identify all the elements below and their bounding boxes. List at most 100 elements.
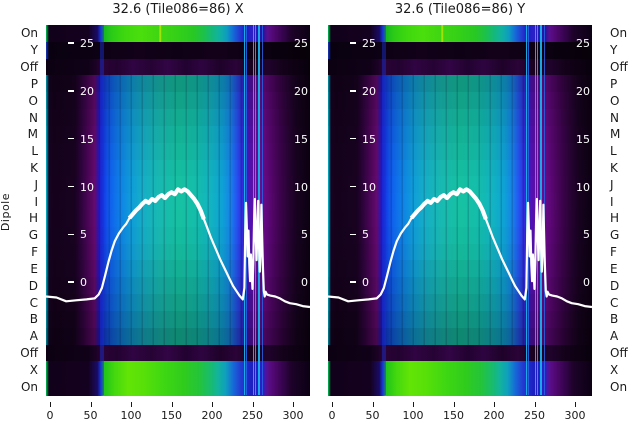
dipole-label: M	[27, 127, 38, 142]
dipole-label: A	[610, 329, 619, 344]
inner-tick-value: 15	[80, 132, 94, 146]
coarse-channel-banding	[98, 193, 244, 211]
x-axis: 0 50 100 150 200 250 300	[328, 395, 592, 425]
heatmap-panel-y: 25 25 20 20 15 15 10 10 5 5 0 0 0 50 100 150 200 250 300	[328, 25, 592, 422]
x-tick-label: 50	[365, 409, 380, 422]
coarse-channel-banding	[380, 75, 526, 93]
dipole-axis-left: On Y Off P O N M L K J I H G F E D C B A Off X On	[0, 25, 40, 395]
dipole-label: P	[610, 76, 618, 91]
x-tick-label: 300	[564, 409, 586, 422]
coarse-channel-banding	[380, 243, 526, 262]
x-tick-mark	[171, 402, 173, 407]
x-tick-mark	[413, 402, 415, 407]
inner-tick-label-right: 20	[576, 84, 590, 98]
dipole-label: K	[610, 161, 618, 175]
tick-mark	[350, 233, 356, 236]
rfi-stripe	[252, 25, 255, 395]
inner-tick-value: 25	[362, 37, 376, 51]
inner-tick-value: 20	[362, 84, 376, 98]
coarse-channel-banding	[98, 159, 244, 177]
inner-tick-value: 20	[80, 84, 94, 98]
x-tick-label: 150	[443, 409, 464, 422]
inner-tick-value: 15	[362, 132, 376, 146]
coarse-channel-banding	[380, 193, 526, 211]
tick-mark	[68, 42, 74, 44]
dipole-label: K	[30, 161, 38, 175]
x-tick-mark	[372, 402, 374, 407]
dipole-label: F	[610, 245, 617, 259]
coarse-channel-banding	[98, 310, 244, 329]
inner-tick-label-left: 5	[350, 228, 369, 242]
dipole-label: H	[28, 211, 38, 226]
dipole-label: I	[610, 194, 614, 209]
inner-tick-value: 10	[362, 180, 376, 194]
x-tick-label: 300	[282, 409, 304, 422]
dipole-label: L	[31, 144, 38, 159]
dipole-label: On	[610, 26, 628, 41]
dipole-label: D	[28, 278, 38, 293]
inner-tick-label-right: 0	[583, 276, 590, 290]
inner-tick-label-left: 25	[350, 37, 376, 51]
coarse-channel-banding	[380, 294, 526, 312]
panel-title-y: 32.6 (Tile086=86) Y	[394, 2, 526, 17]
inner-tick-label-left: 20	[350, 85, 376, 99]
dipole-label: C	[610, 295, 619, 310]
inner-tick-label-right: 5	[583, 228, 590, 242]
tick-mark	[68, 233, 74, 236]
x-tick-mark	[494, 402, 496, 407]
inner-tick-value: 25	[80, 37, 94, 51]
coarse-channel-banding	[98, 125, 244, 144]
rfi-stripe	[534, 25, 537, 395]
tick-mark	[350, 185, 356, 188]
dipole-label: N	[610, 110, 619, 125]
inner-tick-label-left: 25	[68, 37, 94, 51]
coarse-channel-banding	[380, 142, 526, 161]
x-tick-mark	[575, 402, 577, 407]
x-axis: 0 50 100 150 200 250 300	[46, 395, 310, 425]
inner-tick-label-right: 10	[294, 180, 308, 194]
coarse-channel-banding	[98, 75, 244, 93]
dipole-label: G	[28, 228, 38, 243]
dipole-label: D	[610, 278, 620, 293]
coarse-channel-banding	[98, 294, 244, 312]
coarse-channel-banding	[380, 310, 526, 329]
dipole-label: Off	[610, 60, 628, 74]
dipole-label: E	[30, 261, 38, 276]
inner-tick-label-right: 0	[301, 276, 308, 290]
x-tick-mark	[252, 402, 254, 407]
x-tick-label: 250	[242, 409, 263, 422]
inner-tick-label-right: 25	[576, 37, 590, 51]
dipole-label: C	[29, 295, 38, 310]
dipole-label: F	[31, 245, 38, 259]
inner-tick-label-left: 10	[68, 181, 94, 195]
dipole-label: P	[30, 76, 38, 91]
x-tick-mark	[453, 402, 455, 407]
coarse-channel-banding	[98, 92, 244, 110]
dipole-label: Off	[20, 60, 38, 74]
dipole-label: B	[29, 312, 38, 327]
dipole-label: Off	[20, 346, 38, 360]
inner-tick-value: 0	[80, 276, 87, 290]
inner-tick-label-left: 20	[68, 85, 94, 99]
x-tick-label: 0	[46, 409, 54, 422]
coarse-channel-banding	[98, 260, 244, 278]
coarse-channel-banding	[380, 92, 526, 110]
dipole-axis-right: On Y Off P O N M L K J I H G F E D C B A Off X On	[610, 25, 640, 395]
coarse-channel-banding	[380, 176, 526, 194]
coarse-channel-banding	[380, 327, 526, 346]
coarse-channel-banding	[380, 159, 526, 177]
dipole-label: N	[29, 110, 38, 125]
inner-tick-value: 0	[362, 276, 369, 290]
dipole-label: Y	[610, 43, 618, 58]
coarse-channel-banding	[380, 125, 526, 144]
dipole-label: X	[29, 362, 38, 377]
inner-tick-label-left: 0	[68, 276, 87, 290]
dipole-label: Off	[610, 346, 628, 360]
tick-mark	[68, 185, 74, 188]
inner-tick-label-right: 15	[576, 132, 590, 146]
tick-mark	[350, 137, 356, 140]
overlay-curve	[328, 187, 592, 309]
inner-tick-value: 5	[362, 228, 369, 242]
coarse-channel-banding	[380, 277, 526, 295]
